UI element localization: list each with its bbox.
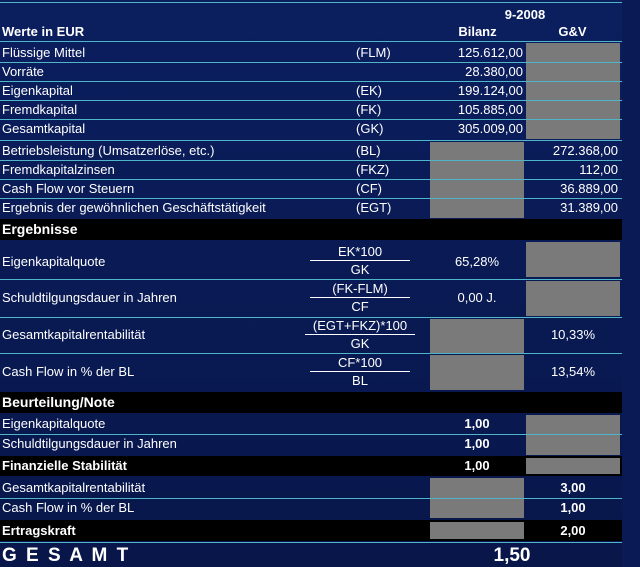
column-guv: G&V (558, 24, 587, 39)
gesamt-row: G E S A M T 1,50 (0, 544, 622, 567)
gesamt-label: G E S A M T (2, 545, 131, 566)
currency-title: Werte in EUR (2, 24, 85, 39)
ratio-label: Gesamtkapitalrentabilität (2, 327, 146, 342)
rating-sheet: 9-2008 Werte in EUR Bilanz G&V Flüssige … (0, 0, 622, 567)
ratio-value: 13,54% (550, 364, 596, 379)
ratio-label: Cash Flow in % der BL (2, 364, 135, 379)
period-label: 9-2008 (504, 7, 546, 22)
formula: (FK-FLM) CF (310, 281, 410, 314)
ratio-value: 10,33% (550, 327, 596, 342)
ratio-label: Schuldtilgungsdauer in Jahren (2, 290, 177, 305)
subtotal-row-stabilitaet: Finanzielle Stabilität 1,00 (0, 456, 622, 476)
formula: (EGT+FKZ)*100 GK (305, 318, 415, 351)
bilanz-empty-block (430, 142, 524, 218)
gesamt-value: 1,50 (493, 545, 531, 566)
section-header-beurteilung: Beurteilung/Note (0, 392, 622, 413)
section-header-ergebnisse: Ergebnisse (0, 219, 622, 240)
ratio-value: 65,28% (454, 254, 500, 269)
top-rule (0, 2, 622, 3)
guv-empty-block (526, 43, 620, 139)
ratio-label: Eigenkapitalquote (2, 254, 106, 269)
ratio-value: 0,00 J. (457, 290, 497, 305)
subtotal-row-ertragskraft: Ertragskraft 2,00 (0, 520, 622, 541)
column-bilanz: Bilanz (458, 24, 497, 39)
formula: CF*100 BL (310, 355, 410, 388)
formula: EK*100 GK (310, 244, 410, 277)
